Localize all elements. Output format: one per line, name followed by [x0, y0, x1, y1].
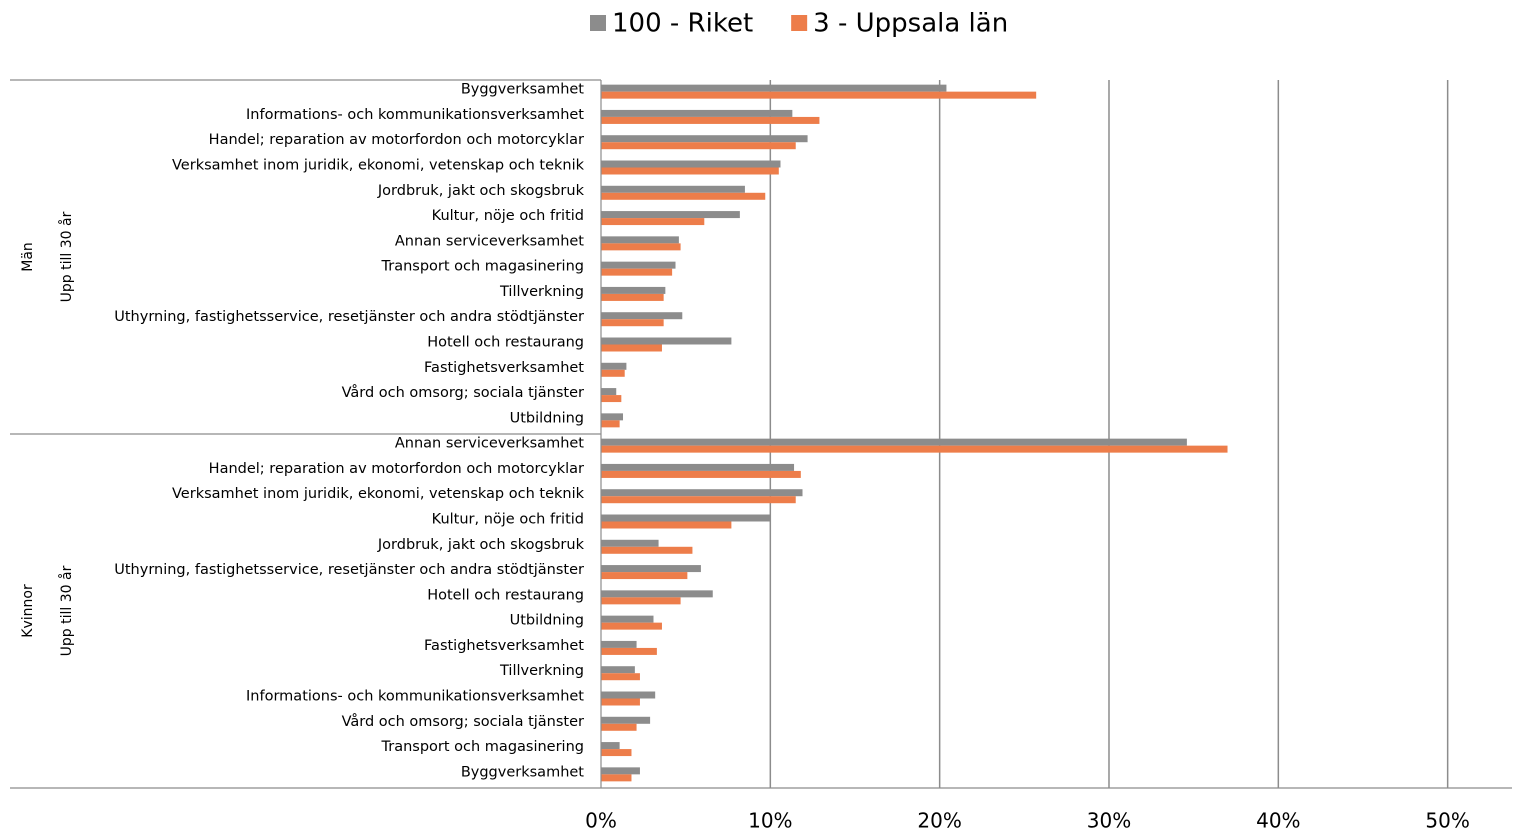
- bar: [601, 640, 637, 648]
- category-label: Hotell och restaurang: [427, 335, 584, 351]
- bar: [601, 539, 659, 547]
- category-label: Transport och magasinering: [381, 739, 584, 755]
- bar: [601, 521, 732, 529]
- category-label: Informations- och kommunikationsverksamh…: [246, 689, 584, 705]
- category-label: Uthyrning, fastighetsservice, resetjänst…: [114, 309, 584, 325]
- bar: [601, 742, 620, 750]
- subgroup-label: Upp till 30 år: [58, 565, 75, 656]
- legend-label: 100 - Riket: [612, 9, 753, 39]
- bar: [601, 395, 622, 403]
- bar: [601, 261, 676, 269]
- bar: [601, 268, 673, 276]
- x-tick-label: 0%: [585, 809, 617, 832]
- bar: [601, 135, 808, 143]
- x-tick-label: 20%: [917, 809, 961, 832]
- category-label: Tillverkning: [499, 284, 584, 300]
- bar: [601, 116, 820, 124]
- bar: [601, 615, 654, 623]
- bar: [601, 767, 640, 775]
- category-label: Uthyrning, fastighetsservice, resetjänst…: [114, 562, 584, 578]
- bar: [601, 413, 624, 421]
- bar: [601, 185, 745, 193]
- category-label: Kultur, nöje och fritid: [432, 512, 584, 528]
- category-label: Vård och omsorg; sociala tjänster: [342, 384, 584, 401]
- bar: [601, 109, 793, 117]
- bar: [601, 369, 625, 377]
- category-label: Handel; reparation av motorfordon och mo…: [209, 461, 584, 477]
- bar: [601, 673, 640, 681]
- group-label: Män: [20, 242, 36, 272]
- category-label: Kultur, nöje och fritid: [432, 208, 584, 224]
- bar: [601, 84, 947, 92]
- category-label: Jordbruk, jakt och skogsbruk: [377, 183, 585, 199]
- bar: [601, 312, 683, 320]
- bar: [601, 243, 681, 251]
- category-label: Transport och magasinering: [381, 259, 584, 275]
- category-label: Fastighetsverksamhet: [424, 638, 584, 654]
- legend-label: 3 - Uppsala län: [813, 9, 1008, 39]
- category-label: Utbildning: [510, 410, 584, 426]
- bar: [601, 470, 801, 478]
- category-label: Annan serviceverksamhet: [395, 233, 584, 249]
- bar: [601, 514, 771, 522]
- category-label: Informations- och kommunikationsverksamh…: [246, 107, 584, 123]
- category-label: Vård och omsorg; sociala tjänster: [342, 713, 584, 730]
- bar: [601, 489, 803, 497]
- bar: [601, 546, 693, 554]
- subgroup-label: Upp till 30 år: [58, 211, 75, 302]
- legend-swatch: [791, 15, 808, 31]
- bar: [601, 211, 740, 219]
- x-tick-label: 10%: [748, 809, 792, 832]
- bar: [601, 286, 666, 294]
- bar: [601, 167, 779, 175]
- bar: [601, 723, 637, 731]
- bar: [601, 463, 795, 471]
- bar: [601, 647, 657, 655]
- bar: [601, 698, 640, 706]
- bar: [601, 597, 681, 605]
- category-label: Annan serviceverksamhet: [395, 436, 584, 452]
- bar: [601, 388, 617, 396]
- category-label: Verksamhet inom juridik, ekonomi, vetens…: [172, 486, 585, 502]
- category-label: Fastighetsverksamhet: [424, 360, 584, 376]
- bar: [601, 438, 1187, 446]
- group-label: Kvinnor: [20, 584, 36, 638]
- category-label: Handel; reparation av motorfordon och mo…: [209, 132, 584, 148]
- bar: [601, 666, 635, 674]
- category-label: Utbildning: [510, 613, 584, 629]
- bar: [601, 496, 796, 504]
- bar: [601, 590, 713, 598]
- category-label: Byggverksamhet: [461, 764, 584, 780]
- bar: [601, 622, 662, 630]
- bar: [601, 774, 632, 782]
- bar: [601, 337, 732, 345]
- bar: [601, 236, 679, 244]
- bar: [601, 565, 701, 573]
- bar: [601, 691, 656, 699]
- bar: [601, 716, 651, 724]
- bar: [601, 192, 766, 200]
- bar: [601, 362, 627, 370]
- category-label: Byggverksamhet: [461, 82, 584, 98]
- bar: [601, 344, 662, 352]
- x-tick-label: 40%: [1256, 809, 1300, 832]
- category-label: Hotell och restaurang: [427, 587, 584, 603]
- bar: [601, 293, 664, 301]
- category-label: Jordbruk, jakt och skogsbruk: [377, 537, 585, 553]
- bar: [601, 445, 1228, 453]
- category-label: Tillverkning: [499, 663, 584, 679]
- legend-swatch: [590, 15, 606, 31]
- x-tick-label: 30%: [1087, 809, 1131, 832]
- bar: [601, 572, 688, 580]
- bar: [601, 218, 705, 226]
- bar: [601, 319, 664, 327]
- category-label: Verksamhet inom juridik, ekonomi, vetens…: [172, 158, 585, 174]
- x-tick-label: 50%: [1425, 809, 1469, 832]
- bar: [601, 420, 620, 428]
- bar: [601, 91, 1037, 99]
- bar: [601, 142, 796, 150]
- bar: [601, 160, 781, 168]
- bar: [601, 749, 632, 757]
